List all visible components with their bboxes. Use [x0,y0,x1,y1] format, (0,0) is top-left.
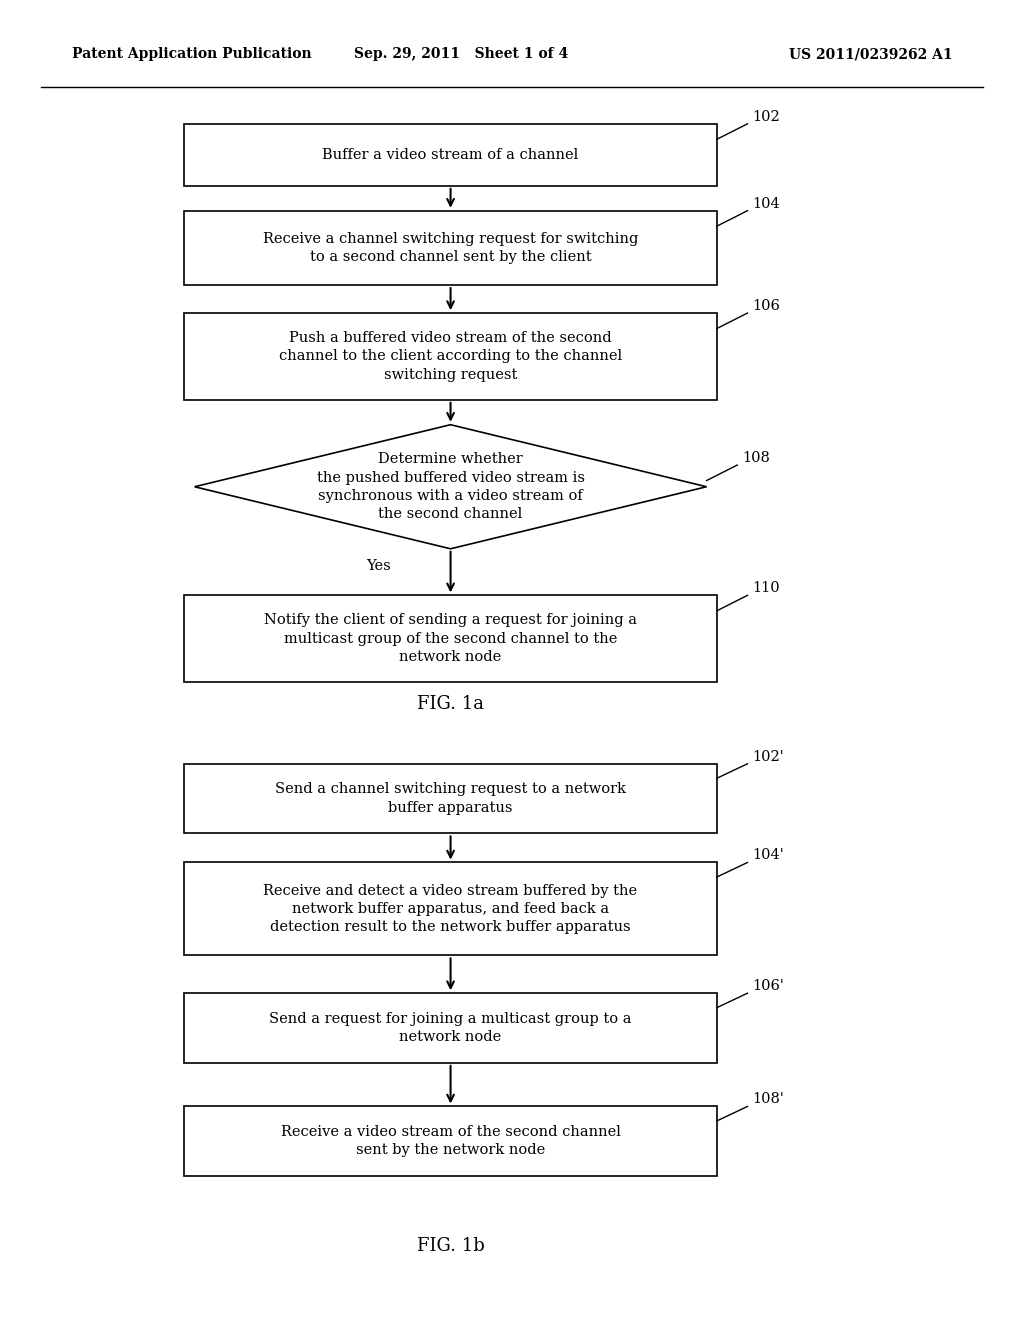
FancyBboxPatch shape [184,1106,717,1176]
Text: FIG. 1a: FIG. 1a [417,696,484,713]
Text: 102: 102 [753,110,780,124]
Text: 102': 102' [753,750,784,764]
FancyBboxPatch shape [184,993,717,1063]
Text: Send a request for joining a multicast group to a
network node: Send a request for joining a multicast g… [269,1012,632,1044]
FancyBboxPatch shape [184,764,717,833]
Text: 106': 106' [753,979,784,993]
Text: Send a channel switching request to a network
buffer apparatus: Send a channel switching request to a ne… [275,783,626,814]
Text: Receive and detect a video stream buffered by the
network buffer apparatus, and : Receive and detect a video stream buffer… [263,883,638,935]
FancyBboxPatch shape [184,862,717,956]
Text: FIG. 1b: FIG. 1b [417,1237,484,1254]
FancyBboxPatch shape [184,124,717,186]
Text: 106: 106 [753,300,780,313]
Text: US 2011/0239262 A1: US 2011/0239262 A1 [788,48,952,62]
FancyBboxPatch shape [184,313,717,400]
Text: Receive a channel switching request for switching
to a second channel sent by th: Receive a channel switching request for … [263,232,638,264]
Text: 108': 108' [753,1093,784,1106]
Polygon shape [195,425,707,549]
Text: Sep. 29, 2011   Sheet 1 of 4: Sep. 29, 2011 Sheet 1 of 4 [353,48,568,62]
Text: Determine whether
the pushed buffered video stream is
synchronous with a video s: Determine whether the pushed buffered vi… [316,453,585,521]
Text: 110: 110 [753,581,780,595]
FancyBboxPatch shape [184,211,717,285]
Text: Notify the client of sending a request for joining a
multicast group of the seco: Notify the client of sending a request f… [264,614,637,664]
Text: Push a buffered video stream of the second
channel to the client according to th: Push a buffered video stream of the seco… [279,331,623,381]
Text: Receive a video stream of the second channel
sent by the network node: Receive a video stream of the second cha… [281,1125,621,1158]
Text: Buffer a video stream of a channel: Buffer a video stream of a channel [323,148,579,162]
FancyBboxPatch shape [184,595,717,682]
Text: 104': 104' [753,849,784,862]
Text: 108: 108 [742,451,770,465]
Text: 104: 104 [753,197,780,211]
Text: Yes: Yes [367,558,391,573]
Text: Patent Application Publication: Patent Application Publication [72,48,311,62]
